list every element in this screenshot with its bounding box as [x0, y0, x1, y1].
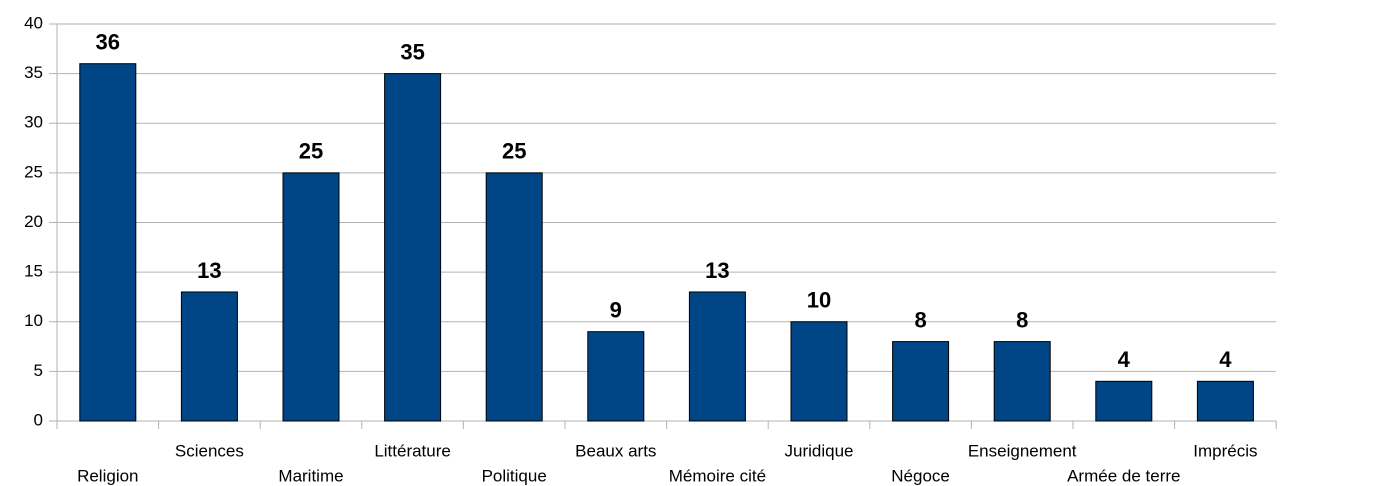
y-tick-label: 35	[24, 63, 43, 82]
x-tick-label: Enseignement	[968, 441, 1077, 460]
x-tick-label: Littérature	[374, 441, 451, 460]
value-label: 25	[502, 139, 526, 164]
bar	[1196, 380, 1254, 422]
value-label: 35	[400, 39, 424, 64]
x-tick-label: Religion	[77, 466, 138, 485]
y-tick-label: 30	[24, 113, 43, 132]
bar	[180, 291, 238, 422]
x-tick-label: Négoce	[891, 466, 950, 485]
value-label: 13	[197, 258, 221, 283]
bar	[892, 341, 950, 422]
value-label: 9	[610, 297, 622, 322]
y-tick-label: 0	[34, 410, 43, 429]
x-tick-label: Mémoire cité	[669, 466, 766, 485]
bar	[993, 341, 1051, 422]
bar	[587, 331, 645, 422]
value-label: 25	[299, 139, 323, 164]
x-tick-label: Sciences	[175, 441, 244, 460]
x-tick-label: Maritime	[278, 466, 343, 485]
value-label: 36	[96, 30, 120, 55]
bar	[688, 291, 746, 422]
bar	[790, 321, 848, 422]
bar	[384, 73, 442, 422]
y-tick-label: 20	[24, 212, 43, 231]
value-label: 10	[807, 288, 831, 313]
x-tick-label: Imprécis	[1193, 441, 1257, 460]
value-label: 8	[1016, 307, 1028, 332]
value-label: 4	[1118, 347, 1131, 372]
x-tick-label: Beaux arts	[575, 441, 656, 460]
x-tick-label: Juridique	[785, 441, 854, 460]
bar	[79, 63, 137, 422]
value-label: 8	[914, 307, 926, 332]
y-tick-label: 40	[24, 13, 43, 32]
y-tick-label: 10	[24, 311, 43, 330]
y-tick-label: 15	[24, 262, 43, 281]
x-tick-label: Politique	[482, 466, 547, 485]
bar	[282, 172, 340, 422]
value-label: 4	[1219, 347, 1232, 372]
y-tick-label: 25	[24, 162, 43, 181]
bar	[485, 172, 543, 422]
value-label: 13	[705, 258, 729, 283]
bar	[1095, 380, 1153, 422]
x-tick-label: Armée de terre	[1067, 466, 1180, 485]
y-tick-label: 5	[34, 361, 43, 380]
